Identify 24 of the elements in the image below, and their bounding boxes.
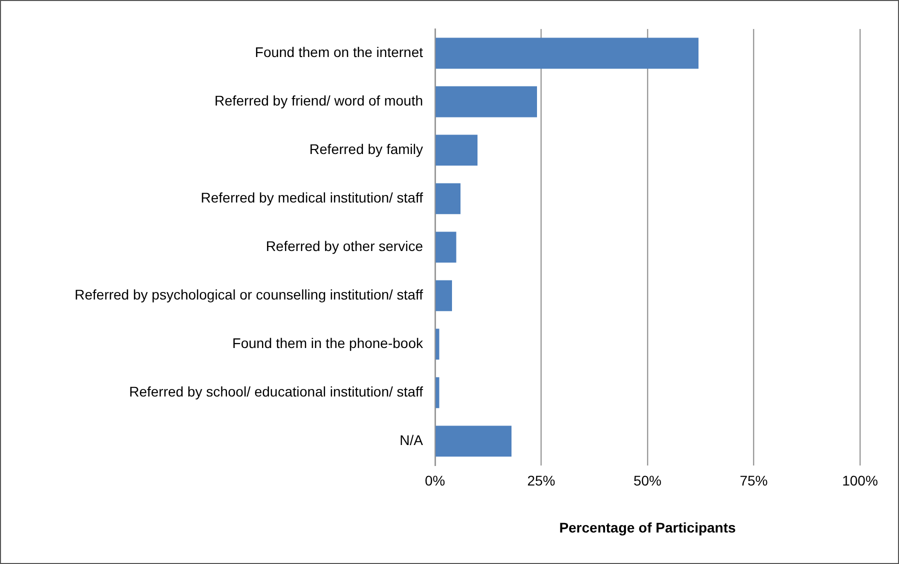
x-tick-label: 0%: [424, 472, 446, 489]
bar: [436, 38, 698, 69]
y-tick-label: Referred by school/ educational institution/ staff: [129, 384, 424, 400]
bar: [436, 328, 440, 360]
bar: [436, 86, 537, 118]
y-tick-label: Found them on the internet: [254, 44, 424, 60]
bar: [436, 183, 460, 214]
bar: [436, 377, 440, 408]
y-tick-label: Referred by family: [309, 141, 423, 158]
bar: [436, 426, 512, 457]
y-tick-label: N/A: [400, 432, 424, 448]
x-tick-label: 75%: [740, 472, 768, 489]
x-axis-title: Percentage of Participants: [559, 519, 736, 536]
x-tick-label: 25%: [527, 472, 556, 489]
x-tick-label: 100%: [842, 472, 878, 489]
y-tick-label: Found them in the phone-book: [232, 335, 424, 352]
y-tick-label: Referred by other service: [266, 238, 424, 254]
bar: [436, 232, 456, 263]
y-tick-label: Referred by psychological or counselling institution/ staff: [74, 286, 424, 303]
x-tick-label: 50%: [633, 472, 662, 489]
bar: [436, 134, 478, 166]
y-tick-label: Referred by friend/ word of mouth: [214, 92, 423, 109]
bar: [436, 280, 452, 312]
y-tick-label: Referred by medical institution/ staff: [200, 190, 424, 206]
